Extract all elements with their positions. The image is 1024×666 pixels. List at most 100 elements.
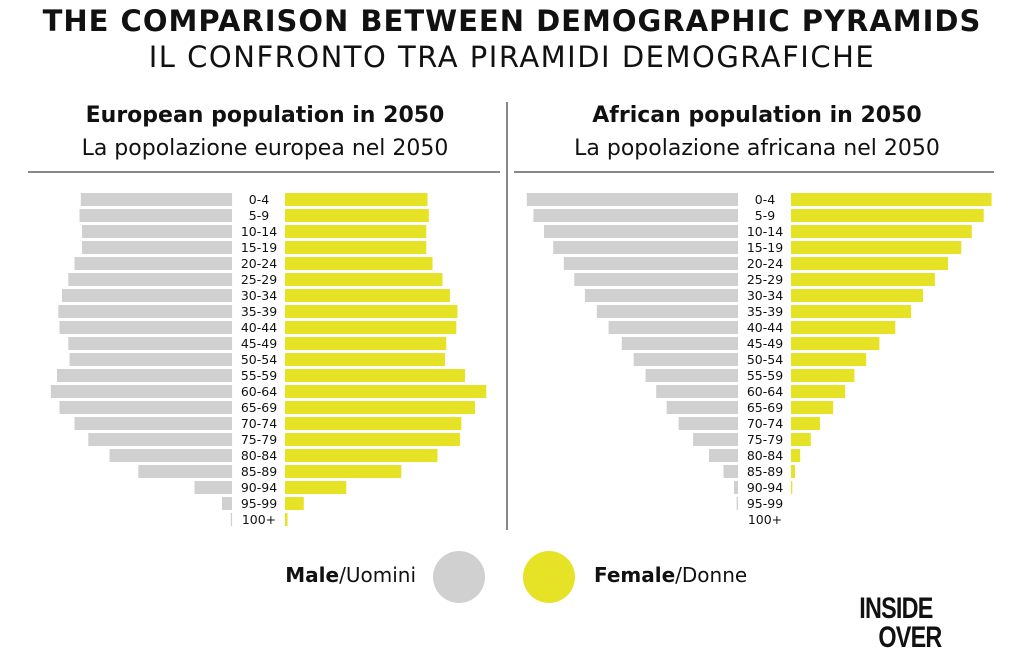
europe-male-bar-60-64 bbox=[50, 385, 233, 398]
europe-female-bar-45-49 bbox=[285, 337, 447, 350]
europe-female-bar-5-9 bbox=[285, 209, 429, 222]
europe-male-bar-15-19 bbox=[82, 241, 232, 254]
africa-female-bar-80-84 bbox=[791, 449, 801, 462]
europe-male-bar-25-29 bbox=[68, 273, 233, 286]
europe-female-bar-65-69 bbox=[285, 401, 475, 414]
africa-age-label: 25-29 bbox=[747, 272, 783, 287]
europe-male-bar-100+ bbox=[230, 513, 233, 526]
africa-female-bar-60-64 bbox=[791, 385, 846, 398]
europe-age-label: 95-99 bbox=[241, 496, 277, 511]
europe-male-bar-20-24 bbox=[74, 257, 232, 270]
europe-male-bar-35-39 bbox=[58, 305, 233, 318]
africa-male-bar-30-34 bbox=[584, 289, 738, 302]
africa-female-bar-0-4 bbox=[791, 193, 992, 206]
africa-age-label: 45-49 bbox=[747, 336, 783, 351]
europe-female-bar-90-94 bbox=[285, 481, 347, 494]
europe-chart-subtitle: La popolazione europea nel 2050 bbox=[81, 136, 449, 161]
europe-male-bar-85-89 bbox=[138, 465, 233, 478]
europe-age-label: 15-19 bbox=[241, 240, 277, 255]
africa-age-label: 95-99 bbox=[747, 496, 783, 511]
africa-male-bar-80-84 bbox=[709, 449, 738, 462]
africa-male-bar-35-39 bbox=[596, 305, 738, 318]
insideover-logo: INSIDE OVER bbox=[846, 592, 974, 656]
europe-male-bar-45-49 bbox=[68, 337, 233, 350]
africa-female-bar-90-94 bbox=[791, 481, 793, 494]
africa-female-bar-85-89 bbox=[791, 465, 795, 478]
africa-male-bar-95-99 bbox=[736, 497, 738, 510]
africa-female-bar-65-69 bbox=[791, 401, 834, 414]
europe-age-label: 50-54 bbox=[241, 352, 277, 367]
europe-male-bar-80-84 bbox=[109, 449, 232, 462]
europe-male-bar-95-99 bbox=[222, 497, 232, 510]
legend-female-swatch bbox=[523, 551, 575, 603]
europe-male-bar-90-94 bbox=[194, 481, 232, 494]
legend-female-label: Female/Donne bbox=[594, 563, 747, 587]
africa-male-bar-20-24 bbox=[563, 257, 738, 270]
europe-age-label: 100+ bbox=[242, 512, 276, 527]
europe-chart-title: European population in 2050 bbox=[85, 103, 445, 128]
africa-chart-subtitle: La popolazione africana nel 2050 bbox=[574, 136, 940, 161]
europe-female-bar-55-59 bbox=[285, 369, 465, 382]
africa-male-bar-10-14 bbox=[544, 225, 738, 238]
africa-age-label: 75-79 bbox=[747, 432, 783, 447]
africa-age-label: 85-89 bbox=[747, 464, 783, 479]
europe-female-bar-0-4 bbox=[285, 193, 428, 206]
europe-male-bar-55-59 bbox=[57, 369, 232, 382]
africa-female-bar-20-24 bbox=[791, 257, 949, 270]
legend-male-rest: /Uomini bbox=[339, 563, 416, 587]
africa-female-bar-55-59 bbox=[791, 369, 855, 382]
legend-male-bold: Male bbox=[285, 563, 340, 587]
europe-female-bar-50-54 bbox=[285, 353, 445, 366]
africa-male-bar-45-49 bbox=[621, 337, 738, 350]
europe-age-label: 90-94 bbox=[241, 480, 277, 495]
europe-female-bar-20-24 bbox=[285, 257, 433, 270]
africa-male-bar-60-64 bbox=[656, 385, 738, 398]
africa-female-bar-50-54 bbox=[791, 353, 867, 366]
africa-male-bar-85-89 bbox=[723, 465, 738, 478]
africa-age-label: 30-34 bbox=[747, 288, 783, 303]
legend-male-label: Male/Uomini bbox=[285, 563, 416, 587]
africa-age-label: 35-39 bbox=[747, 304, 783, 319]
africa-age-label: 5-9 bbox=[755, 208, 775, 223]
europe-age-label: 75-79 bbox=[241, 432, 277, 447]
europe-age-label: 10-14 bbox=[241, 224, 277, 239]
europe-age-label: 70-74 bbox=[241, 416, 277, 431]
europe-male-bar-70-74 bbox=[74, 417, 232, 430]
africa-male-bar-55-59 bbox=[645, 369, 738, 382]
africa-female-bar-40-44 bbox=[791, 321, 896, 334]
africa-female-bar-5-9 bbox=[791, 209, 984, 222]
bars-layer: 0-45-910-1415-1920-2425-2930-3435-3940-4… bbox=[50, 192, 992, 527]
legend-male-swatch bbox=[433, 551, 485, 603]
africa-male-bar-70-74 bbox=[678, 417, 738, 430]
europe-female-bar-35-39 bbox=[285, 305, 458, 318]
logo-line-1: INSIDE bbox=[859, 592, 933, 625]
africa-male-bar-90-94 bbox=[734, 481, 738, 494]
africa-age-label: 20-24 bbox=[747, 256, 783, 271]
africa-female-bar-25-29 bbox=[791, 273, 935, 286]
europe-female-bar-10-14 bbox=[285, 225, 427, 238]
legend-female-rest: /Donne bbox=[675, 563, 748, 587]
europe-age-label: 35-39 bbox=[241, 304, 277, 319]
africa-female-bar-45-49 bbox=[791, 337, 880, 350]
europe-female-bar-25-29 bbox=[285, 273, 443, 286]
europe-age-label: 30-34 bbox=[241, 288, 277, 303]
africa-female-bar-35-39 bbox=[791, 305, 912, 318]
europe-age-label: 65-69 bbox=[241, 400, 277, 415]
africa-age-label: 10-14 bbox=[747, 224, 783, 239]
europe-age-label: 25-29 bbox=[241, 272, 277, 287]
africa-age-label: 15-19 bbox=[747, 240, 783, 255]
africa-female-bar-30-34 bbox=[791, 289, 923, 302]
africa-male-bar-65-69 bbox=[666, 401, 738, 414]
europe-male-bar-30-34 bbox=[62, 289, 232, 302]
africa-male-bar-40-44 bbox=[608, 321, 738, 334]
europe-female-bar-40-44 bbox=[285, 321, 457, 334]
europe-female-bar-60-64 bbox=[285, 385, 487, 398]
legend-female-bold: Female bbox=[594, 563, 676, 587]
europe-age-label: 20-24 bbox=[241, 256, 277, 271]
africa-male-bar-75-79 bbox=[693, 433, 738, 446]
africa-female-bar-10-14 bbox=[791, 225, 972, 238]
africa-male-bar-50-54 bbox=[633, 353, 738, 366]
logo-line-2: OVER bbox=[878, 621, 942, 654]
africa-female-bar-70-74 bbox=[791, 417, 820, 430]
